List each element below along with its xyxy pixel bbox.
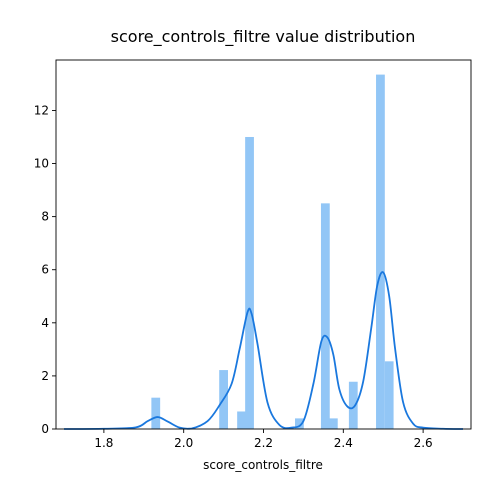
y-tick-label: 10 (34, 157, 49, 171)
plot-frame (55, 59, 472, 430)
y-tick-label: 0 (41, 422, 49, 436)
x-tick-label: 2.4 (334, 436, 353, 450)
y-tick-label: 8 (41, 210, 49, 224)
x-axis: 1.8 2.0 2.2 2.4 2.6 (94, 429, 433, 450)
y-axis: 0 2 4 6 8 10 12 (34, 103, 56, 436)
histogram-bar-7 (348, 381, 358, 429)
x-tick-label: 1.8 (94, 436, 113, 450)
kde-curve-line (63, 271, 464, 430)
y-tick-label: 4 (41, 316, 49, 330)
y-tick-label: 6 (41, 263, 49, 277)
y-tick-label: 2 (41, 369, 49, 383)
y-tick-label: 12 (34, 103, 49, 117)
histogram-bar-0 (151, 397, 161, 429)
histogram-bar-4 (295, 418, 304, 429)
chart-title: score_controls_filtre value distribution (111, 27, 416, 47)
histogram-bar-2 (237, 411, 246, 429)
x-tick-label: 2.6 (414, 436, 433, 450)
histogram-bar-5 (320, 203, 330, 429)
histogram-bar-8 (376, 74, 385, 430)
x-tick-label: 2.2 (254, 436, 273, 450)
histogram-bar-3 (245, 136, 254, 430)
histogram-bar-6 (328, 418, 338, 429)
histogram-bar-9 (384, 361, 394, 429)
x-tick-label: 2.0 (174, 436, 193, 450)
histogram-bars (151, 74, 394, 430)
x-axis-label: score_controls_filtre (203, 458, 323, 472)
